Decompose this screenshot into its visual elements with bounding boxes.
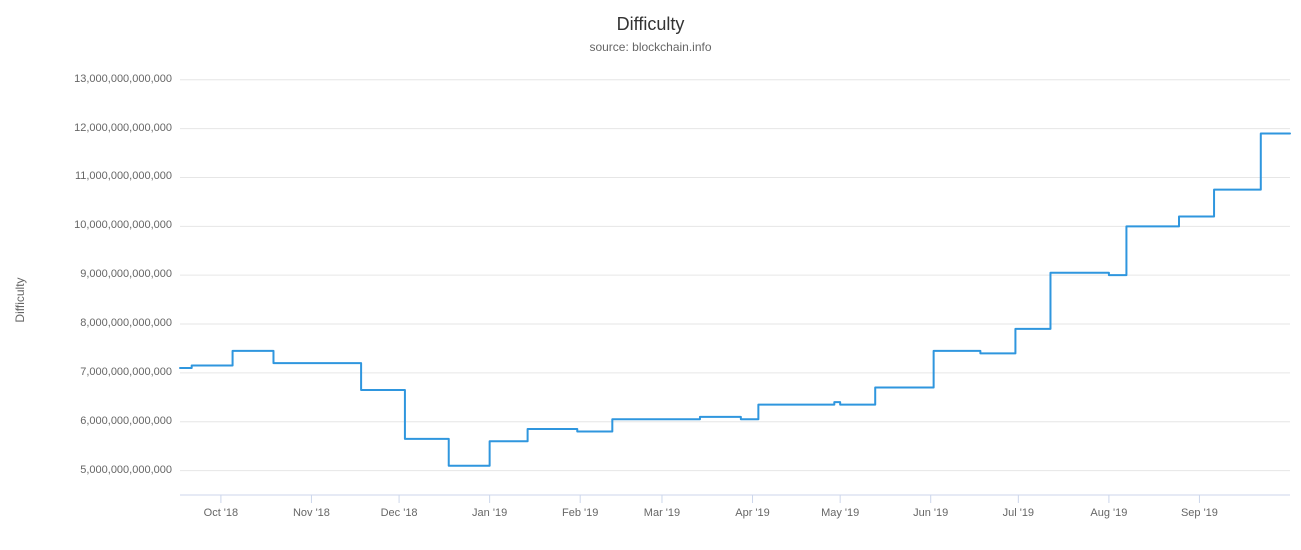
x-tick-label: Dec '18 [381, 507, 418, 519]
x-tick-label: Aug '19 [1090, 507, 1127, 519]
series-line [180, 134, 1290, 466]
y-tick-label: 11,000,000,000,000 [75, 170, 172, 182]
y-tick-label: 7,000,000,000,000 [80, 366, 172, 378]
x-tick-label: Jun '19 [913, 507, 948, 519]
y-tick-label: 5,000,000,000,000 [80, 464, 172, 476]
x-tick-label: Apr '19 [735, 507, 770, 519]
y-tick-label: 12,000,000,000,000 [74, 122, 172, 134]
y-tick-label: 13,000,000,000,000 [74, 73, 172, 85]
y-tick-label: 10,000,000,000,000 [74, 219, 172, 231]
difficulty-chart: Difficulty source: blockchain.info Diffi… [0, 0, 1301, 550]
y-tick-label: 6,000,000,000,000 [80, 415, 172, 427]
x-tick-label: Jan '19 [472, 507, 507, 519]
chart-plot-area [0, 0, 1301, 550]
x-tick-label: Oct '18 [204, 507, 239, 519]
x-tick-label: Sep '19 [1181, 507, 1218, 519]
x-tick-label: May '19 [821, 507, 859, 519]
x-tick-label: Nov '18 [293, 507, 330, 519]
x-tick-label: Mar '19 [644, 507, 680, 519]
y-tick-label: 8,000,000,000,000 [80, 317, 172, 329]
x-tick-label: Feb '19 [562, 507, 598, 519]
x-tick-label: Jul '19 [1003, 507, 1034, 519]
y-tick-label: 9,000,000,000,000 [80, 268, 172, 280]
